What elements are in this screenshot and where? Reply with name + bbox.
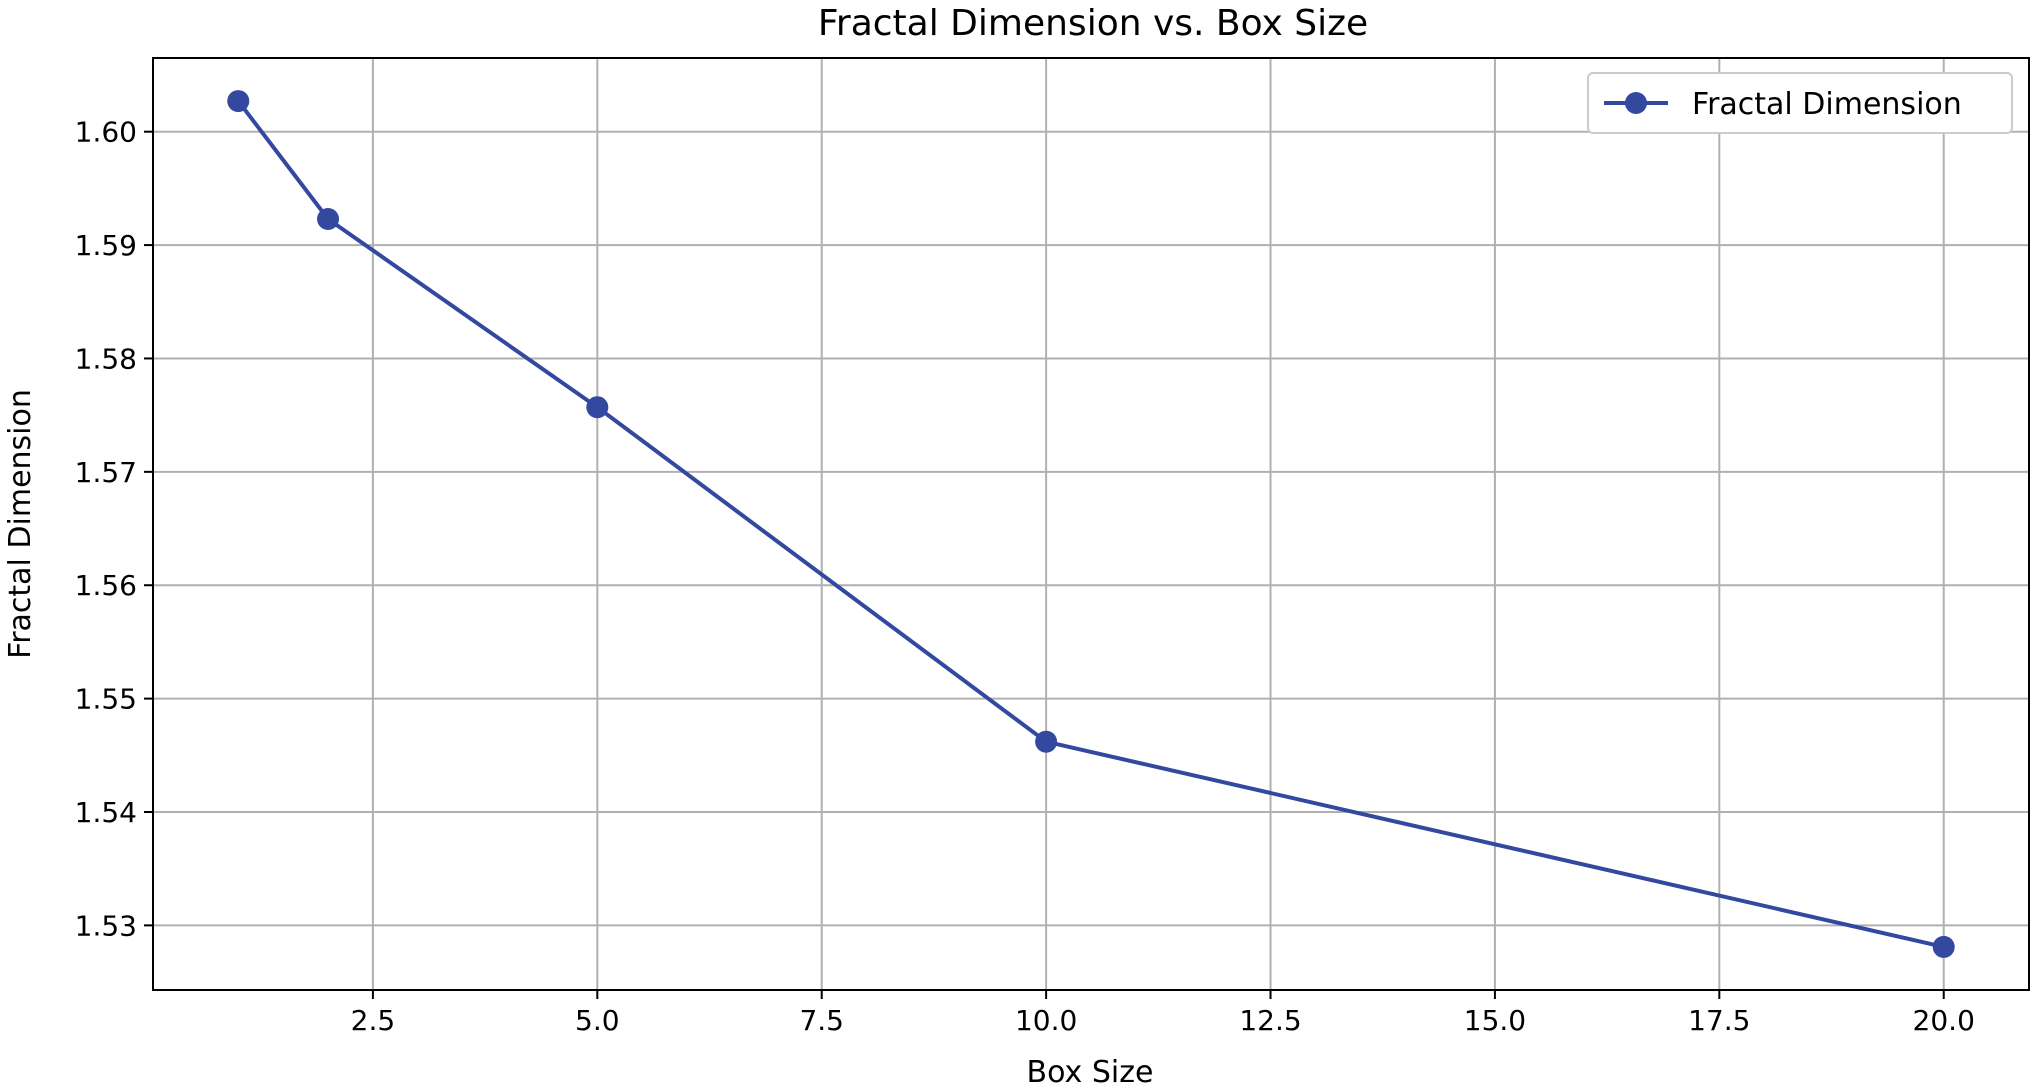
data-point-marker — [586, 396, 609, 419]
y-tick-label: 1.58 — [75, 342, 137, 375]
y-tick-label: 1.54 — [75, 796, 137, 829]
data-point-marker — [1932, 935, 1955, 958]
x-tick-label: 20.0 — [1913, 1004, 1975, 1037]
series-group — [227, 90, 1955, 958]
x-tick-label: 15.0 — [1464, 1004, 1526, 1037]
legend-label: Fractal Dimension — [1692, 87, 1962, 122]
x-tick-label: 5.0 — [575, 1004, 620, 1037]
chart-title: Fractal Dimension vs. Box Size — [818, 3, 1368, 44]
y-tick-label: 1.55 — [75, 683, 137, 716]
y-axis: 1.53 1.54 1.55 1.56 1.57 1.58 1.59 1.60 — [75, 116, 153, 942]
x-axis-label: Box Size — [1027, 1055, 1154, 1088]
x-tick-label: 10.0 — [1015, 1004, 1077, 1037]
y-tick-label: 1.56 — [75, 569, 137, 602]
legend: Fractal Dimension — [1587, 72, 2013, 134]
y-tick-label: 1.57 — [75, 456, 137, 489]
x-tick-label: 12.5 — [1239, 1004, 1301, 1037]
plot-area-frame — [152, 57, 2030, 991]
data-point-marker — [1035, 730, 1058, 753]
grid — [153, 58, 2029, 990]
y-tick-label: 1.59 — [75, 229, 137, 262]
x-tick-label: 7.5 — [799, 1004, 844, 1037]
y-tick-label: 1.60 — [75, 116, 137, 149]
y-axis-label: Fractal Dimension — [3, 389, 38, 659]
x-tick-label: 17.5 — [1688, 1004, 1750, 1037]
y-tick-label: 1.53 — [75, 909, 137, 942]
legend-marker-swatch — [1625, 92, 1647, 114]
legend-box — [1587, 72, 2013, 134]
x-axis: 2.5 5.0 7.5 10.0 12.5 15.0 17.5 20.0 — [351, 990, 1975, 1037]
x-tick-label: 2.5 — [351, 1004, 396, 1037]
data-point-marker — [317, 208, 340, 231]
data-point-marker — [227, 90, 250, 113]
